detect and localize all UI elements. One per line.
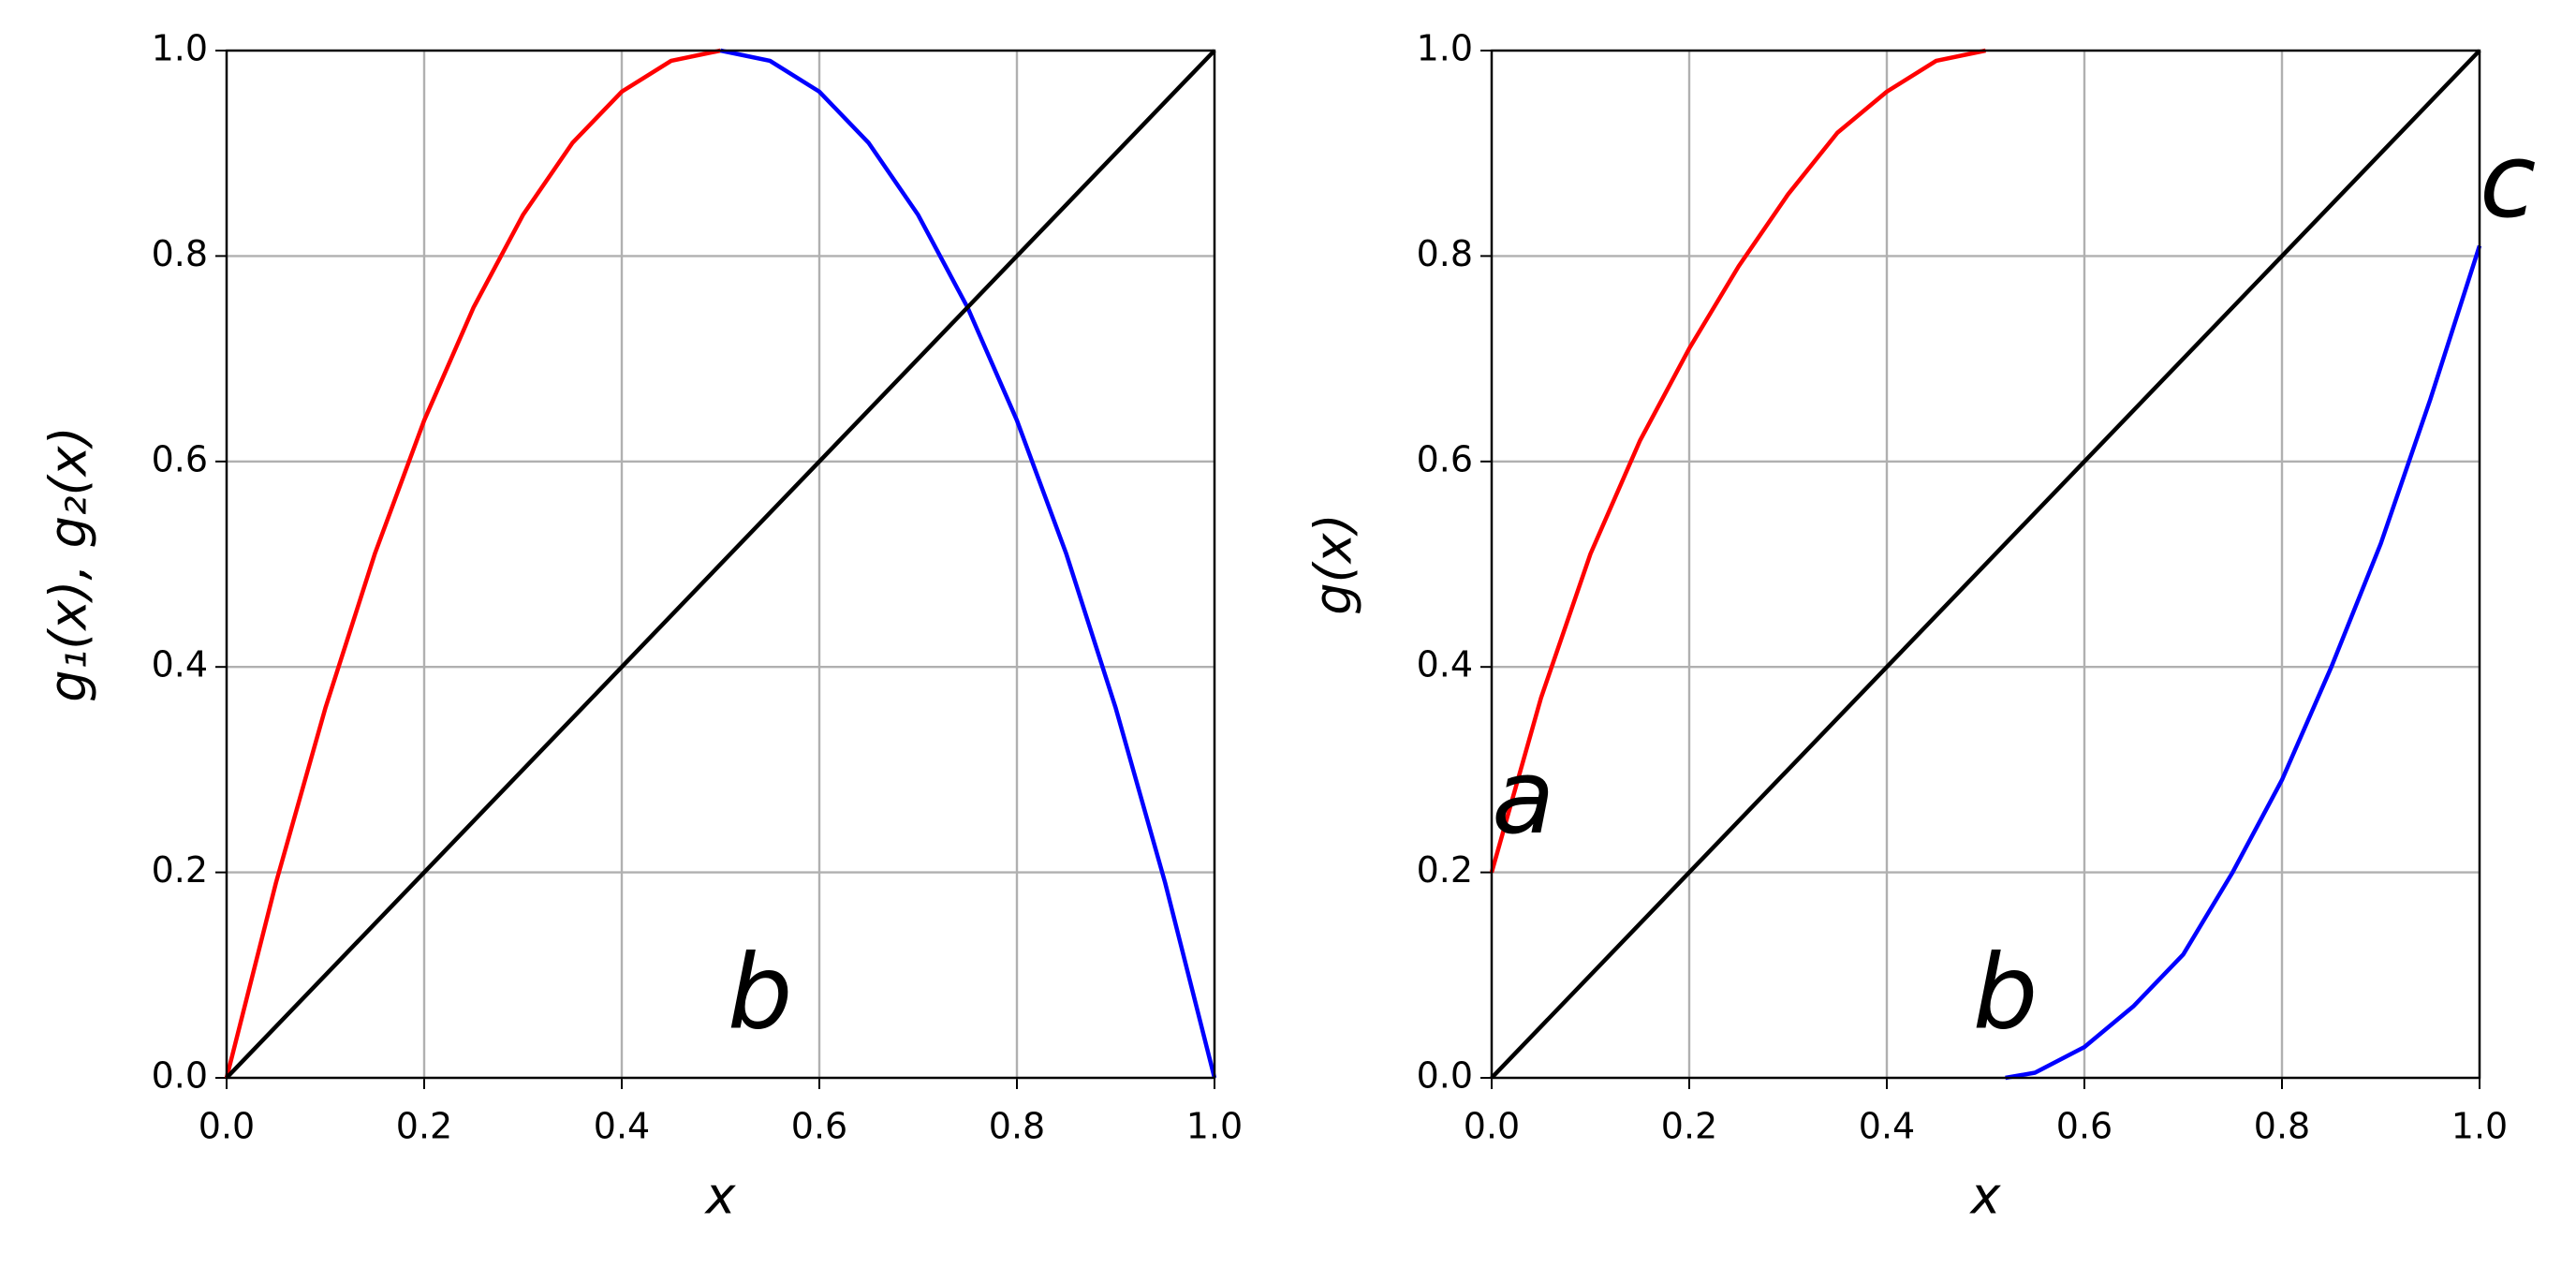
y-tick-label: 0.8 <box>152 233 208 274</box>
x-tick-label: 0.8 <box>989 1106 1045 1147</box>
line-series <box>1489 48 1986 874</box>
y-tick-label: 1.0 <box>1417 28 1473 69</box>
annotation: b <box>728 932 793 1052</box>
y-tick-label: 0.0 <box>152 1055 208 1097</box>
line-series <box>2005 244 2482 1081</box>
x-axis-label: x <box>1969 1167 2002 1226</box>
x-tick-label: 0.4 <box>594 1106 650 1147</box>
y-tick-label: 0.2 <box>152 849 208 891</box>
y-axis-label: g₁(x), g₂(x) <box>39 426 98 701</box>
line-series <box>1490 49 2481 1080</box>
x-tick-label: 0.2 <box>1661 1106 1717 1147</box>
x-tick-label: 0.6 <box>791 1106 847 1147</box>
axes: 0.0 0.2 0.4 0.6 0.8 1.0 0.0 0.2 0.4 0.6 0.8 1.0 x g(x… <box>1304 28 2537 1226</box>
axes-frame <box>225 49 1216 1080</box>
x-tick-label: 0.4 <box>1859 1106 1915 1147</box>
annotation: a <box>1492 737 1554 857</box>
y-axis-label: g(x) <box>1304 513 1363 614</box>
x-tick-label: 0.0 <box>199 1106 255 1147</box>
y-tick-label: 0.4 <box>1417 644 1473 685</box>
y-tick-label: 0.2 <box>1417 849 1473 891</box>
line-series <box>720 48 1217 1079</box>
x-axis-label: x <box>704 1167 737 1226</box>
axes: 0.0 0.2 0.4 0.6 0.8 1.0 0.0 0.2 0.4 0.6 0.8 1.0 x g₁(… <box>39 28 1244 1226</box>
y-tick-label: 1.0 <box>152 28 208 69</box>
x-tick-label: 1.0 <box>1186 1106 1243 1147</box>
x-tick-label: 0.0 <box>1464 1106 1520 1147</box>
axes-frame <box>1490 49 2481 1080</box>
x-tick-label: 0.2 <box>396 1106 452 1147</box>
y-tick-label: 0.8 <box>1417 233 1473 274</box>
annotation: c <box>2480 121 2536 241</box>
line-series <box>224 48 721 1079</box>
y-tick-label: 0.4 <box>152 644 208 685</box>
y-tick-label: 0.0 <box>1417 1055 1473 1097</box>
x-tick-label: 0.8 <box>2254 1106 2310 1147</box>
x-tick-label: 0.6 <box>2056 1106 2112 1147</box>
line-series <box>225 49 1216 1080</box>
y-tick-label: 0.6 <box>1417 438 1473 479</box>
annotation: b <box>1973 932 2039 1052</box>
y-tick-label: 0.6 <box>152 438 208 479</box>
x-tick-label: 1.0 <box>2451 1106 2508 1147</box>
